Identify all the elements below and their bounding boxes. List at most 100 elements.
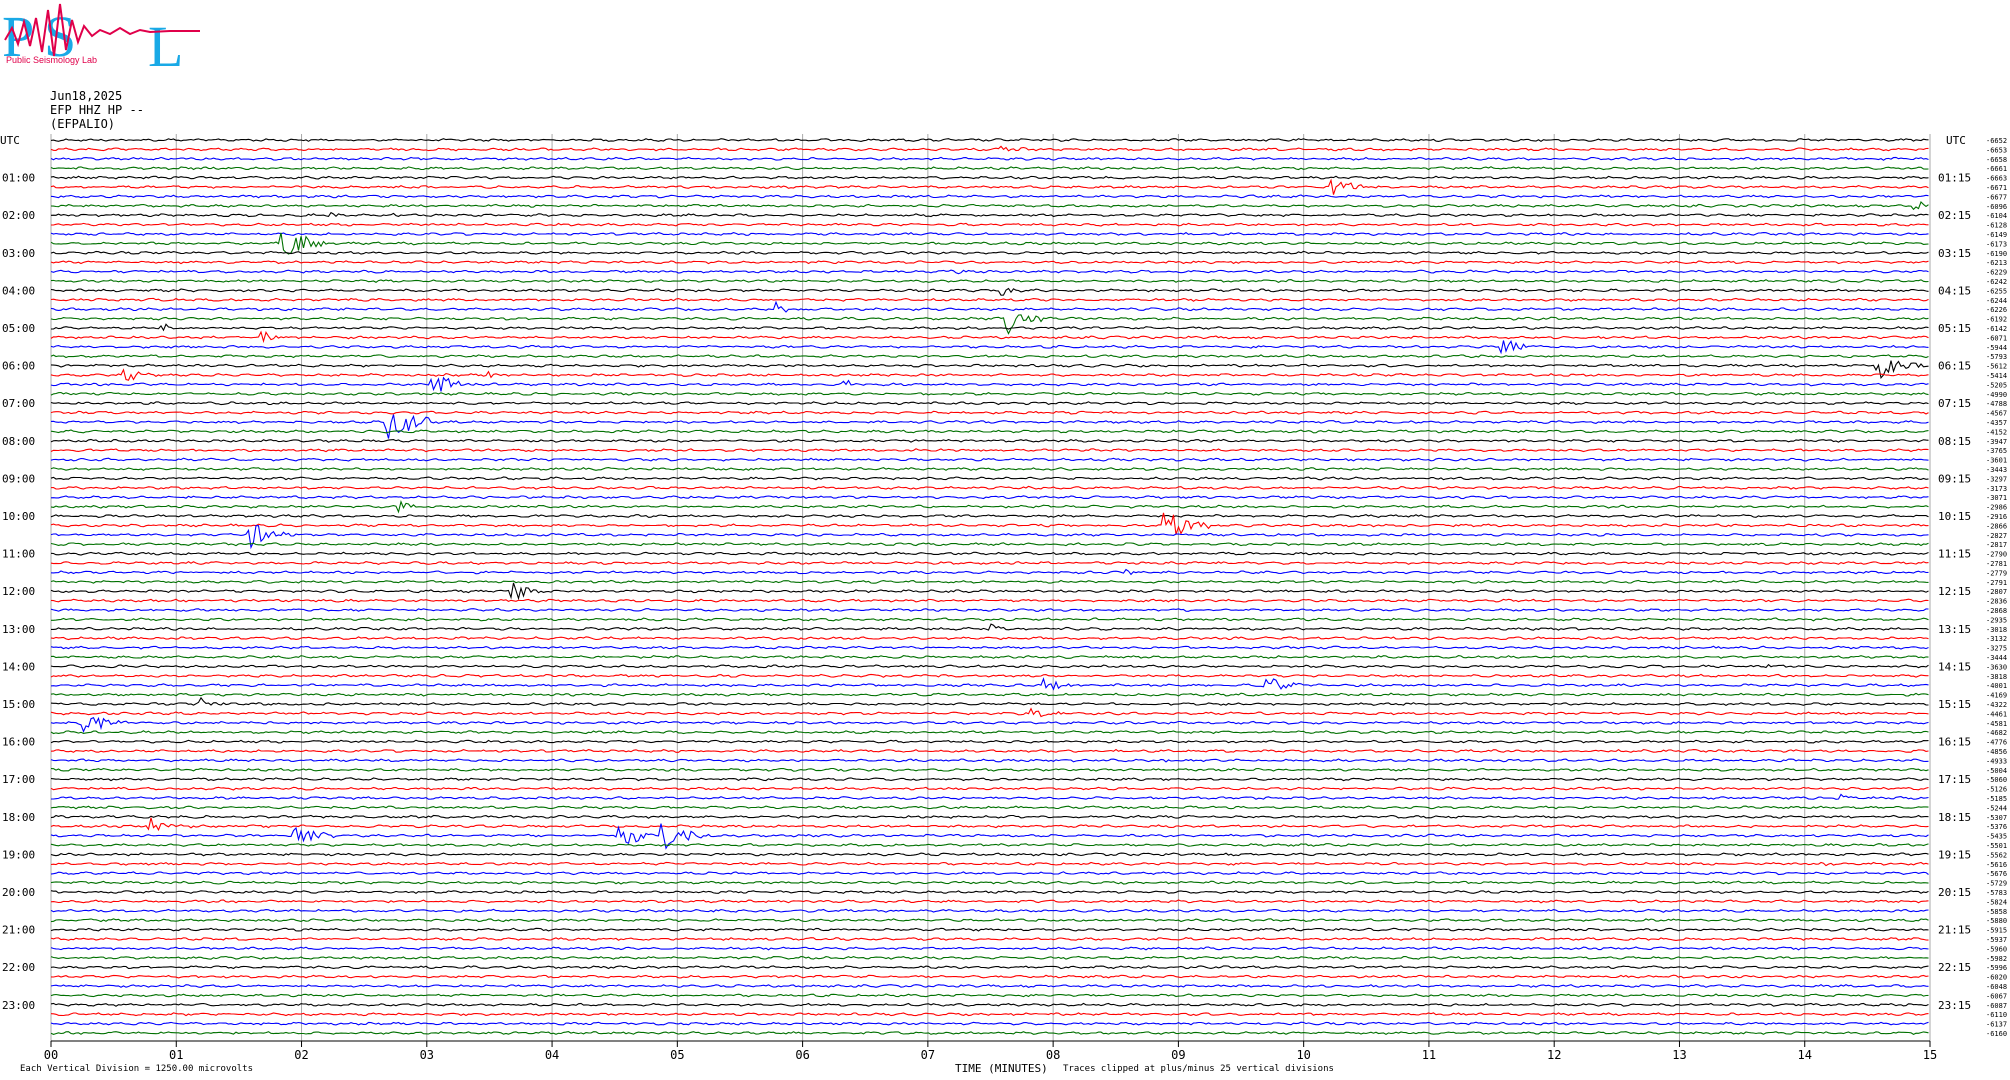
hour-label-right: 09:15 <box>1938 472 1971 485</box>
hour-label-left: 16:00 <box>2 736 35 749</box>
hour-label-left: 01:00 <box>2 172 35 185</box>
trace-line <box>50 748 1929 753</box>
trace-line <box>50 880 1929 885</box>
hour-label-right: 18:15 <box>1938 811 1971 824</box>
trace-line <box>50 376 1929 392</box>
header-station: (EFPALIO) <box>50 117 116 131</box>
trace-line <box>50 918 1929 923</box>
trace-offset-label: -5783 <box>1986 889 2007 897</box>
trace-offset-label: -3173 <box>1986 485 2007 493</box>
trace-offset-label: -6137 <box>1986 1021 2007 1029</box>
trace-offset-label: -5060 <box>1986 776 2007 784</box>
trace-line <box>50 777 1929 782</box>
trace-offset-label: -4169 <box>1986 692 2007 700</box>
trace-line <box>50 663 1929 669</box>
trace-offset-label: -6661 <box>1986 165 2007 173</box>
trace-line <box>50 542 1929 547</box>
trace-offset-label: -4788 <box>1986 400 2007 408</box>
trace-offset-label: -5858 <box>1986 908 2007 916</box>
trace-offset-label: -6192 <box>1986 316 2007 324</box>
trace-line <box>50 340 1929 355</box>
logo-letter-l: L <box>148 14 183 72</box>
trace-offset-label: -6229 <box>1986 269 2007 277</box>
trace-line <box>50 231 1929 236</box>
trace-offset-label: -2916 <box>1986 513 2007 521</box>
trace-line <box>50 269 1929 275</box>
trace-offset-label: -3071 <box>1986 494 2007 502</box>
trace-offset-label: -5793 <box>1986 353 2007 361</box>
x-tick-label: 02 <box>294 1048 308 1062</box>
trace-offset-label: -2827 <box>1986 532 2007 540</box>
trace-line <box>50 608 1929 612</box>
trace-line <box>50 655 1929 659</box>
trace-offset-label: -5612 <box>1986 363 2007 371</box>
hour-label-right: 04:15 <box>1938 284 1971 297</box>
trace-offset-label: -4990 <box>1986 391 2007 399</box>
trace-line <box>50 429 1929 434</box>
trace-offset-label: -6671 <box>1986 184 2007 192</box>
trace-offset-label: -2986 <box>1986 504 2007 512</box>
trace-offset-label: -5676 <box>1986 870 2007 878</box>
trace-offset-label: -6677 <box>1986 193 2007 201</box>
trace-offset-label: -6071 <box>1986 334 2007 342</box>
trace-offset-label: -4322 <box>1986 701 2007 709</box>
trace-offset-label: -6190 <box>1986 250 2007 258</box>
trace-offset-label: -2866 <box>1986 522 2007 530</box>
trace-line <box>50 360 1929 380</box>
trace-offset-label: -5205 <box>1986 381 2007 389</box>
utc-label-left: UTC <box>0 134 20 147</box>
x-tick-label: 01 <box>169 1048 183 1062</box>
trace-line <box>50 899 1929 904</box>
trace-line <box>50 561 1929 566</box>
labels-group: 00 01 02 03 04 05 06 07 08 09 10 11 12 13 14 15-6652-66… <box>0 134 2007 1062</box>
trace-line <box>50 260 1929 265</box>
trace-line <box>50 814 1929 819</box>
trace-line <box>50 579 1929 584</box>
hour-label-right: 17:15 <box>1938 773 1971 786</box>
trace-offset-label: -4581 <box>1986 720 2007 728</box>
hour-label-left: 21:00 <box>2 924 35 937</box>
hour-label-left: 10:00 <box>2 510 35 523</box>
trace-line <box>50 927 1929 932</box>
trace-offset-label: -5996 <box>1986 964 2007 972</box>
trace-offset-label: -5414 <box>1986 372 2007 380</box>
trace-line <box>51 323 1929 332</box>
trace-offset-label: -5944 <box>1986 344 2007 352</box>
trace-offset-label: -5004 <box>1986 767 2007 775</box>
trace-line <box>50 448 1929 453</box>
hour-label-left: 05:00 <box>2 322 35 335</box>
grid-lines <box>50 134 1931 1047</box>
trace-line <box>50 156 1929 161</box>
hour-label-right: 22:15 <box>1938 961 1971 974</box>
trace-line <box>50 500 1929 514</box>
trace-line <box>50 279 1929 284</box>
hour-label-left: 06:00 <box>2 360 35 373</box>
trace-line <box>50 852 1929 857</box>
x-tick-label: 11 <box>1422 1048 1436 1062</box>
trace-line <box>50 438 1929 443</box>
trace-offset-label: -2868 <box>1986 607 2007 615</box>
hour-label-left: 04:00 <box>2 284 35 297</box>
x-tick-label: 04 <box>545 1048 559 1062</box>
trace-offset-label: -6020 <box>1986 974 2007 982</box>
trace-line <box>50 716 1929 733</box>
trace-offset-label: -6149 <box>1986 231 2007 239</box>
trace-offset-label: -6653 <box>1986 146 2007 154</box>
trace-offset-label: -6242 <box>1986 278 2007 286</box>
x-tick-label: 06 <box>795 1048 809 1062</box>
trace-line <box>50 767 1929 772</box>
trace-line <box>51 793 1929 801</box>
trace-offset-label: -5244 <box>1986 804 2007 812</box>
trace-line <box>50 178 1929 195</box>
trace-line <box>50 495 1929 500</box>
traces-group <box>50 138 1929 1036</box>
trace-line <box>50 414 1929 439</box>
hour-label-right: 21:15 <box>1938 924 1971 937</box>
trace-offset-label: -3630 <box>1986 663 2007 671</box>
trace-line <box>50 568 1929 576</box>
trace-line <box>50 673 1929 678</box>
hour-label-left: 20:00 <box>2 886 35 899</box>
trace-line <box>50 514 1929 518</box>
trace-offset-label: -4567 <box>1986 410 2007 418</box>
trace-line <box>50 823 1929 850</box>
